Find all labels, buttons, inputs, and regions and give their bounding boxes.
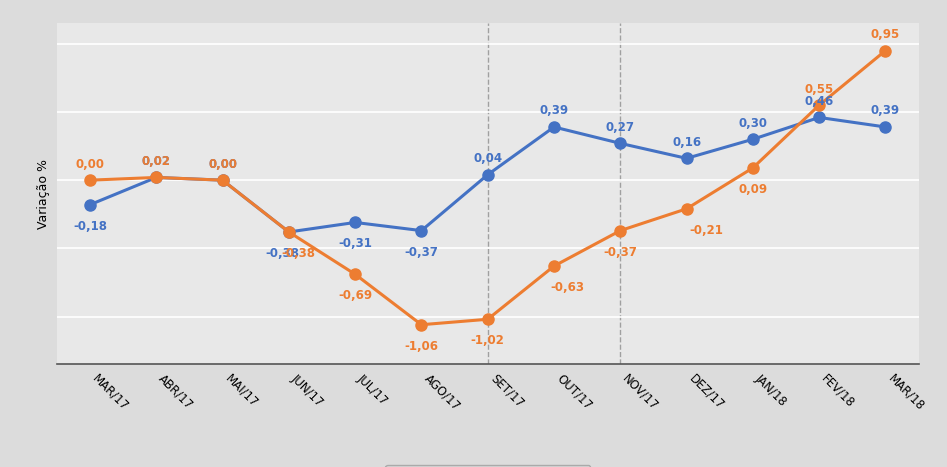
Acumulado	[84, 177, 96, 183]
Text: -0,37: -0,37	[404, 246, 438, 259]
Acumulado	[151, 175, 162, 180]
Text: 0,00: 0,00	[208, 158, 237, 170]
Text: 0,30: 0,30	[739, 117, 767, 130]
Acumulado	[747, 165, 759, 171]
Mensal	[880, 124, 891, 130]
Text: 0,46: 0,46	[805, 95, 833, 108]
Acumulado	[217, 177, 228, 183]
Text: 0,95: 0,95	[871, 28, 900, 41]
Text: 0,04: 0,04	[474, 152, 502, 165]
Text: -0,63: -0,63	[550, 281, 584, 294]
Text: 0,00: 0,00	[208, 158, 237, 170]
Text: -0,18: -0,18	[73, 219, 107, 233]
Acumulado	[880, 48, 891, 53]
Text: 0,02: 0,02	[142, 155, 170, 168]
Text: -0,38: -0,38	[265, 247, 299, 260]
Text: 0,09: 0,09	[739, 183, 767, 196]
Text: 0,55: 0,55	[805, 83, 833, 96]
Acumulado	[349, 271, 361, 277]
Text: 0,39: 0,39	[540, 105, 568, 117]
Legend: Mensal, Acumulado: Mensal, Acumulado	[385, 465, 590, 467]
Text: -0,37: -0,37	[603, 246, 637, 259]
Y-axis label: Variação %: Variação %	[37, 159, 50, 229]
Acumulado	[548, 263, 560, 269]
Text: 0,00: 0,00	[76, 158, 104, 170]
Text: 0,27: 0,27	[606, 121, 634, 134]
Mensal	[548, 124, 560, 130]
Text: -0,69: -0,69	[338, 289, 372, 302]
Text: 0,16: 0,16	[672, 136, 701, 149]
Mensal	[151, 175, 162, 180]
Line: Mensal: Mensal	[84, 112, 891, 238]
Mensal	[813, 114, 825, 120]
Acumulado	[482, 317, 493, 322]
Acumulado	[813, 102, 825, 108]
Text: -0,31: -0,31	[338, 237, 372, 250]
Text: -1,02: -1,02	[471, 334, 505, 347]
Mensal	[349, 219, 361, 225]
Mensal	[747, 136, 759, 142]
Text: 0,02: 0,02	[142, 155, 170, 168]
Text: -0,21: -0,21	[689, 224, 724, 237]
Mensal	[482, 172, 493, 177]
Mensal	[416, 228, 427, 234]
Mensal	[84, 202, 96, 207]
Mensal	[283, 229, 295, 235]
Acumulado	[283, 229, 295, 235]
Mensal	[615, 141, 626, 146]
Text: -0,38: -0,38	[282, 247, 315, 260]
Text: 0,39: 0,39	[871, 105, 900, 117]
Acumulado	[416, 322, 427, 327]
Line: Acumulado: Acumulado	[84, 45, 891, 330]
Mensal	[217, 177, 228, 183]
Mensal	[681, 156, 692, 161]
Acumulado	[681, 206, 692, 212]
Acumulado	[615, 228, 626, 234]
Text: -1,06: -1,06	[404, 340, 438, 353]
